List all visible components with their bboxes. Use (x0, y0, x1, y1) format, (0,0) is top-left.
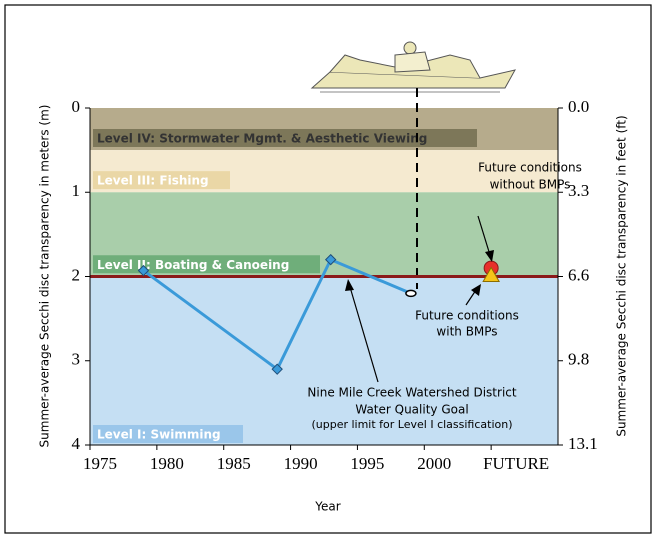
y-tick-label: 4 (72, 434, 81, 453)
x-tick-label: FUTURE (483, 454, 549, 473)
annotation: Future conditions (415, 309, 519, 323)
y-axis-label: Summer-average Secchi disc transparency … (38, 105, 52, 448)
x-tick-label: 1985 (217, 454, 251, 473)
y-tick-label: 0 (72, 97, 81, 116)
annotation: with BMPs (436, 325, 497, 339)
boat-illustration (312, 42, 515, 92)
band-label: Level IV: Stormwater Mgmt. & Aesthetic V… (97, 132, 427, 146)
y-tick-label: 1 (72, 181, 81, 200)
x-tick-label: 1980 (150, 454, 184, 473)
x-tick-label: 1995 (350, 454, 384, 473)
y2-tick-label: 0.0 (568, 97, 589, 116)
band-label: Level I: Swimming (97, 428, 221, 442)
y-tick-label: 3 (72, 350, 81, 369)
x-axis-label: Year (314, 500, 340, 514)
y2-tick-label: 13.1 (568, 434, 598, 453)
band-label: Level II: Boating & Canoeing (97, 258, 289, 272)
chart: Level IV: Stormwater Mgmt. & Aesthetic V… (0, 0, 657, 539)
y2-tick-label: 9.8 (568, 350, 589, 369)
y2-axis-label: Summer-average Secchi disc transparency … (615, 115, 629, 436)
y2-tick-label: 6.6 (568, 265, 589, 284)
band-label: Level III: Fishing (97, 174, 209, 188)
annotation: (upper limit for Level I classification) (311, 418, 512, 431)
x-tick-label: 1990 (284, 454, 318, 473)
x-tick-label: 2000 (417, 454, 451, 473)
annotation: without BMPs (490, 178, 571, 192)
y2-tick-label: 3.3 (568, 181, 589, 200)
annotation: Water Quality Goal (355, 403, 468, 417)
annotation: Future conditions (478, 161, 582, 175)
data-point (406, 290, 416, 296)
annotation: Nine Mile Creek Watershed District (307, 386, 516, 400)
x-tick-label: 1975 (83, 454, 117, 473)
y-tick-label: 2 (72, 265, 81, 284)
